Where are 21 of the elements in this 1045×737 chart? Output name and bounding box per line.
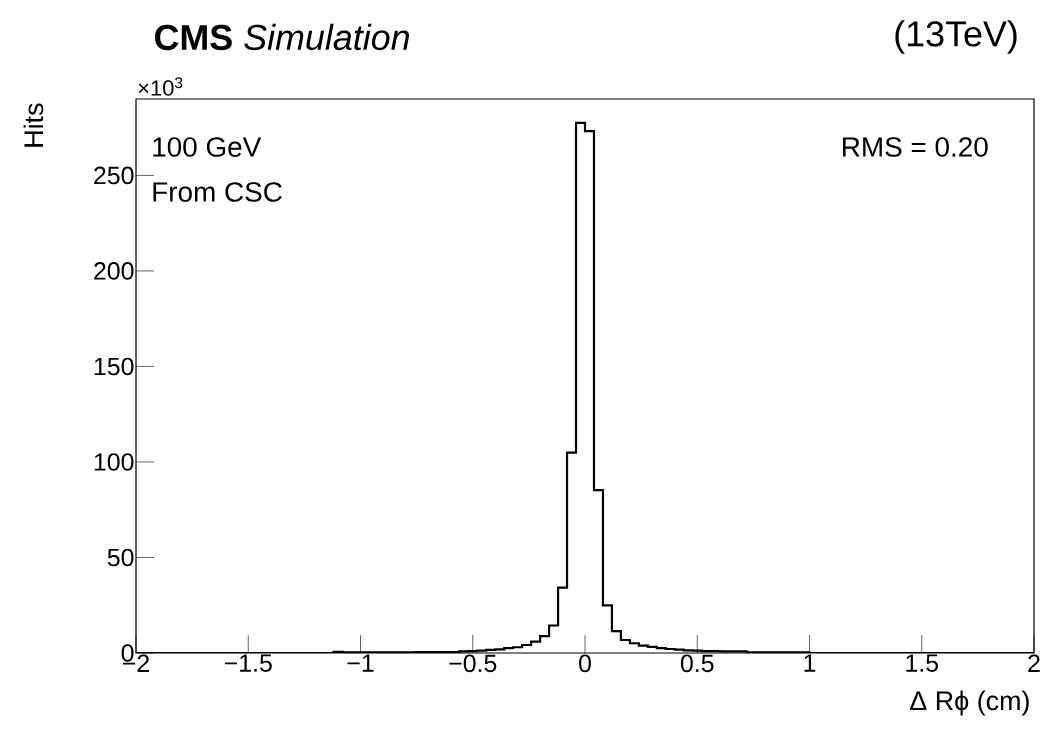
- x-tick-label: −1.5: [224, 654, 272, 672]
- x-tick-label: −0.5: [449, 654, 497, 673]
- x-axis-title: Δ Rϕ (cm): [910, 690, 1029, 716]
- x-tick-label: 1.5: [906, 654, 939, 672]
- chart-title: CMS Simulation: [154, 23, 409, 51]
- x-tick-label: 2: [1028, 654, 1040, 672]
- annotation: RMS = 0.20: [843, 137, 988, 157]
- x-tick-label: 0: [579, 654, 591, 673]
- x-tick-label: −1: [347, 654, 374, 672]
- y-tick-label: 250: [94, 166, 134, 185]
- text: ×10$^{3}$: [138, 77, 183, 96]
- text: (13TeV): [895, 20, 1017, 54]
- x-tick-label: 0.5: [680, 654, 714, 673]
- annotation: 100 GeV: [153, 137, 262, 157]
- y-tick-label: 100: [94, 453, 134, 471]
- x-tick-label: 1: [804, 654, 816, 672]
- y-tick-label: 200: [94, 262, 134, 280]
- annotation: From CSC: [153, 182, 282, 202]
- y-tick-label: 50: [107, 548, 134, 567]
- y-axis-title: Hits: [23, 103, 44, 147]
- y-tick-label: 150: [94, 357, 134, 376]
